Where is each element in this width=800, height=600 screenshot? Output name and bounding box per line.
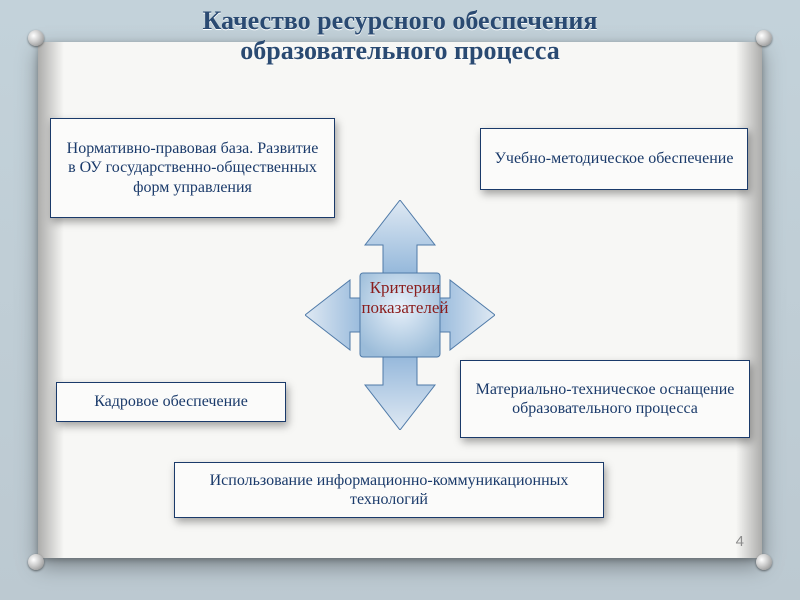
center-line1: Критерии [370, 278, 441, 297]
pin-icon [28, 554, 44, 570]
pin-icon [28, 30, 44, 46]
card-top-right: Учебно-методическое обеспечение [480, 128, 748, 190]
pin-icon [756, 554, 772, 570]
slide-number: 4 [736, 533, 744, 550]
page-title: Качество ресурсного обеспечения образова… [150, 6, 650, 66]
card-top-left: Нормативно-правовая база. Развитие в ОУ … [50, 118, 335, 218]
center-line2: показателей [361, 298, 448, 317]
card-bottom: Использование информационно-коммуникацио… [174, 462, 604, 518]
card-bottom-right: Материально-техническое оснащение образо… [460, 360, 750, 438]
slide: Качество ресурсного обеспечения образова… [0, 0, 800, 600]
pin-icon [756, 30, 772, 46]
card-bottom-left: Кадровое обеспечение [56, 382, 286, 422]
center-label: Критерии показателей [350, 278, 460, 319]
